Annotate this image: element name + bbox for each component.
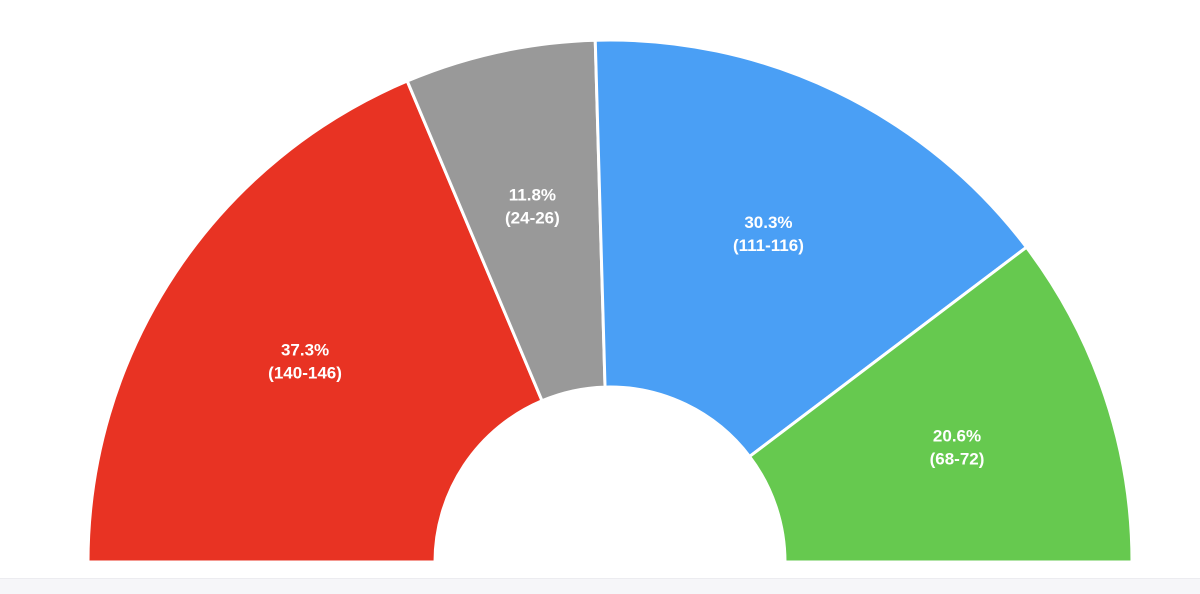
bottom-strip — [0, 578, 1200, 594]
slice-1-range-label: (24-26) — [505, 208, 560, 227]
slice-1 — [405, 38, 607, 403]
slice-3-percent-label: 20.6% — [933, 427, 981, 446]
slice-1-percent-label: 11.8% — [509, 185, 556, 204]
slice-2-range-label: (111-116) — [733, 236, 804, 255]
slice-0 — [86, 79, 544, 564]
slice-2-percent-label: 30.3% — [744, 213, 792, 232]
slice-0-range-label: (140-146) — [268, 364, 342, 383]
slice-3-range-label: (68-72) — [930, 450, 985, 469]
slices-group — [86, 38, 1134, 564]
slice-3 — [747, 245, 1134, 564]
slice-0-percent-label: 37.3% — [281, 341, 329, 360]
labels-group: 37.3% (140-146) 11.8% (24-26) 30.3% (111-116)… — [268, 185, 984, 468]
slice-2 — [593, 38, 1029, 459]
